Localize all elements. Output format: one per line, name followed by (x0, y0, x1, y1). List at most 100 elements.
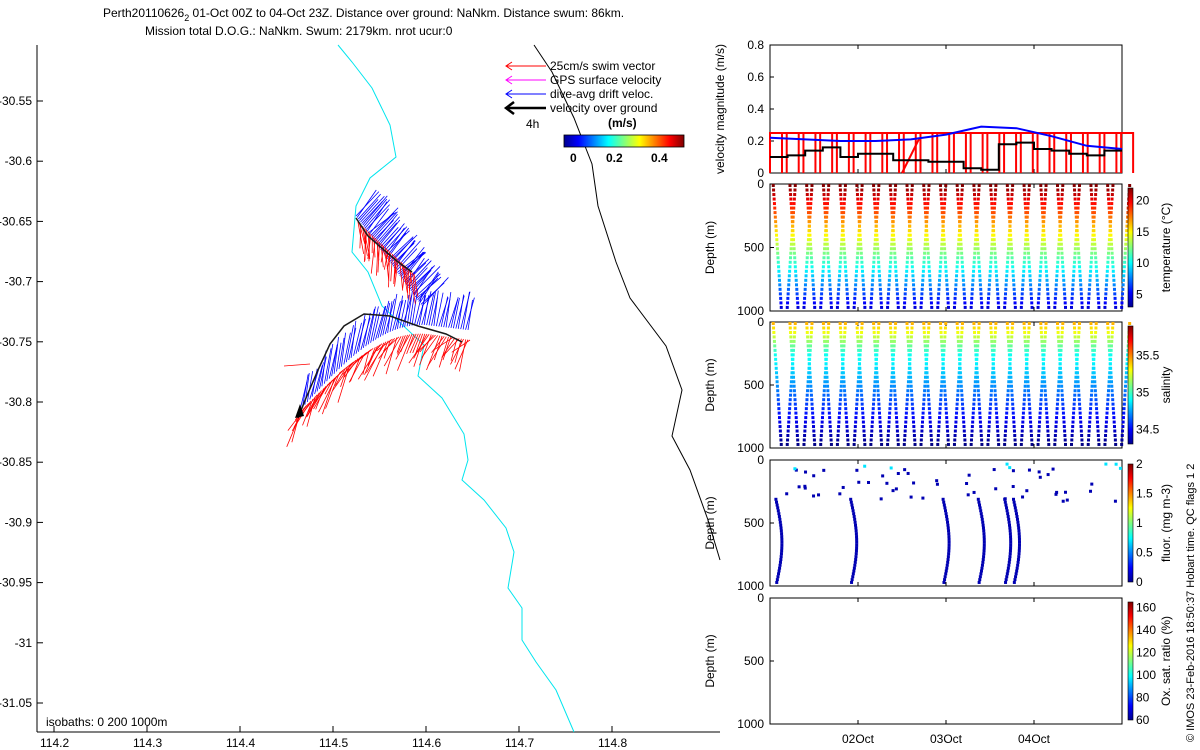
profile-point (921, 420, 925, 424)
profile-point (1036, 438, 1040, 442)
profile-point (979, 292, 983, 296)
profile-point (1023, 384, 1027, 388)
profile-point (862, 296, 866, 300)
profile-point (774, 357, 778, 361)
profile-point (843, 256, 847, 260)
profile-point (1046, 429, 1050, 433)
profile-point (805, 330, 809, 334)
profile-point (941, 215, 945, 219)
profile-point (1003, 438, 1007, 442)
profile-point (1078, 322, 1081, 325)
profile-point (779, 526, 783, 530)
profile-point (943, 202, 947, 206)
profile-point (1111, 188, 1115, 192)
profile-point (788, 260, 792, 264)
profile-point (807, 220, 811, 224)
profile-point (889, 260, 893, 264)
profile-point (977, 402, 981, 406)
profile-point (836, 292, 840, 296)
profile-point (792, 206, 796, 210)
profile-point (1029, 425, 1033, 429)
profile-point (960, 393, 964, 397)
panel-colorbar (1127, 463, 1134, 583)
profile-point (1073, 326, 1077, 330)
profile-point (959, 211, 963, 215)
profile-point (992, 344, 996, 348)
profile-point (789, 330, 793, 334)
profile-point (786, 296, 790, 300)
profile-point (912, 292, 916, 296)
profile-point (1060, 197, 1064, 201)
profile-point (1079, 420, 1083, 424)
profile-point (1004, 278, 1008, 282)
profile-point (807, 224, 811, 228)
profile-point (980, 301, 984, 305)
profile-point (1015, 515, 1019, 519)
profile-point (909, 197, 913, 201)
profile-point (875, 238, 879, 242)
profile-point (903, 296, 907, 300)
profile-point (1123, 251, 1127, 255)
profile-point (976, 339, 980, 343)
profile-point (825, 344, 829, 348)
profile-point (873, 242, 877, 246)
profile-point (973, 247, 977, 251)
profile-point (775, 380, 779, 384)
swim-vector (342, 359, 357, 375)
profile-point (876, 197, 880, 201)
profile-point (1094, 260, 1098, 264)
profile-point (1058, 229, 1062, 233)
profile-point (927, 188, 931, 192)
profile-point (1024, 344, 1028, 348)
profile-point (1027, 389, 1031, 393)
profile-point (879, 429, 883, 433)
profile-point (953, 301, 957, 305)
profile-point (869, 301, 873, 305)
profile-point (861, 278, 865, 282)
profile-point (1053, 438, 1057, 442)
profile-point (929, 429, 933, 433)
profile-point (960, 188, 964, 192)
profile-point (1073, 384, 1077, 388)
profile-point (794, 420, 798, 424)
profile-point (913, 438, 917, 442)
profile-point (806, 211, 810, 215)
profile-point (962, 425, 966, 429)
profile-point (1026, 197, 1030, 201)
profile-point (875, 233, 879, 237)
profile-point (970, 425, 974, 429)
profile-point (807, 215, 811, 219)
profile-point (943, 335, 947, 339)
profile-point (982, 537, 986, 541)
profile-point (1120, 438, 1124, 442)
profile-point (1028, 416, 1032, 420)
profile-point (996, 296, 1000, 300)
profile-point (903, 287, 907, 291)
profile-point (853, 292, 857, 296)
profile-point (994, 487, 998, 491)
profile-point (922, 402, 926, 406)
profile-point (906, 242, 910, 246)
profile-point (889, 330, 893, 334)
profile-point (1077, 260, 1081, 264)
profile-point (1026, 375, 1030, 379)
swim-vector (454, 338, 462, 363)
profile-point (913, 301, 917, 305)
profile-point (1073, 389, 1077, 393)
profile-point (947, 549, 951, 553)
profile-point (905, 188, 909, 192)
drift-vector (395, 248, 418, 272)
map-x-tick-label: 114.2 (40, 736, 69, 750)
profile-point (822, 389, 826, 393)
profile-point (963, 301, 967, 305)
profile-point (1072, 269, 1076, 273)
profile-point (805, 193, 809, 197)
profile-point (925, 371, 929, 375)
profile-point (842, 242, 846, 246)
profile-point (791, 366, 795, 370)
title-line1: Perth201106262 01-Oct 00Z to 04-Oct 23Z.… (103, 6, 624, 23)
profile-point (810, 326, 814, 330)
profile-point (860, 265, 864, 269)
profile-point (921, 278, 925, 282)
profile-point (939, 260, 943, 264)
